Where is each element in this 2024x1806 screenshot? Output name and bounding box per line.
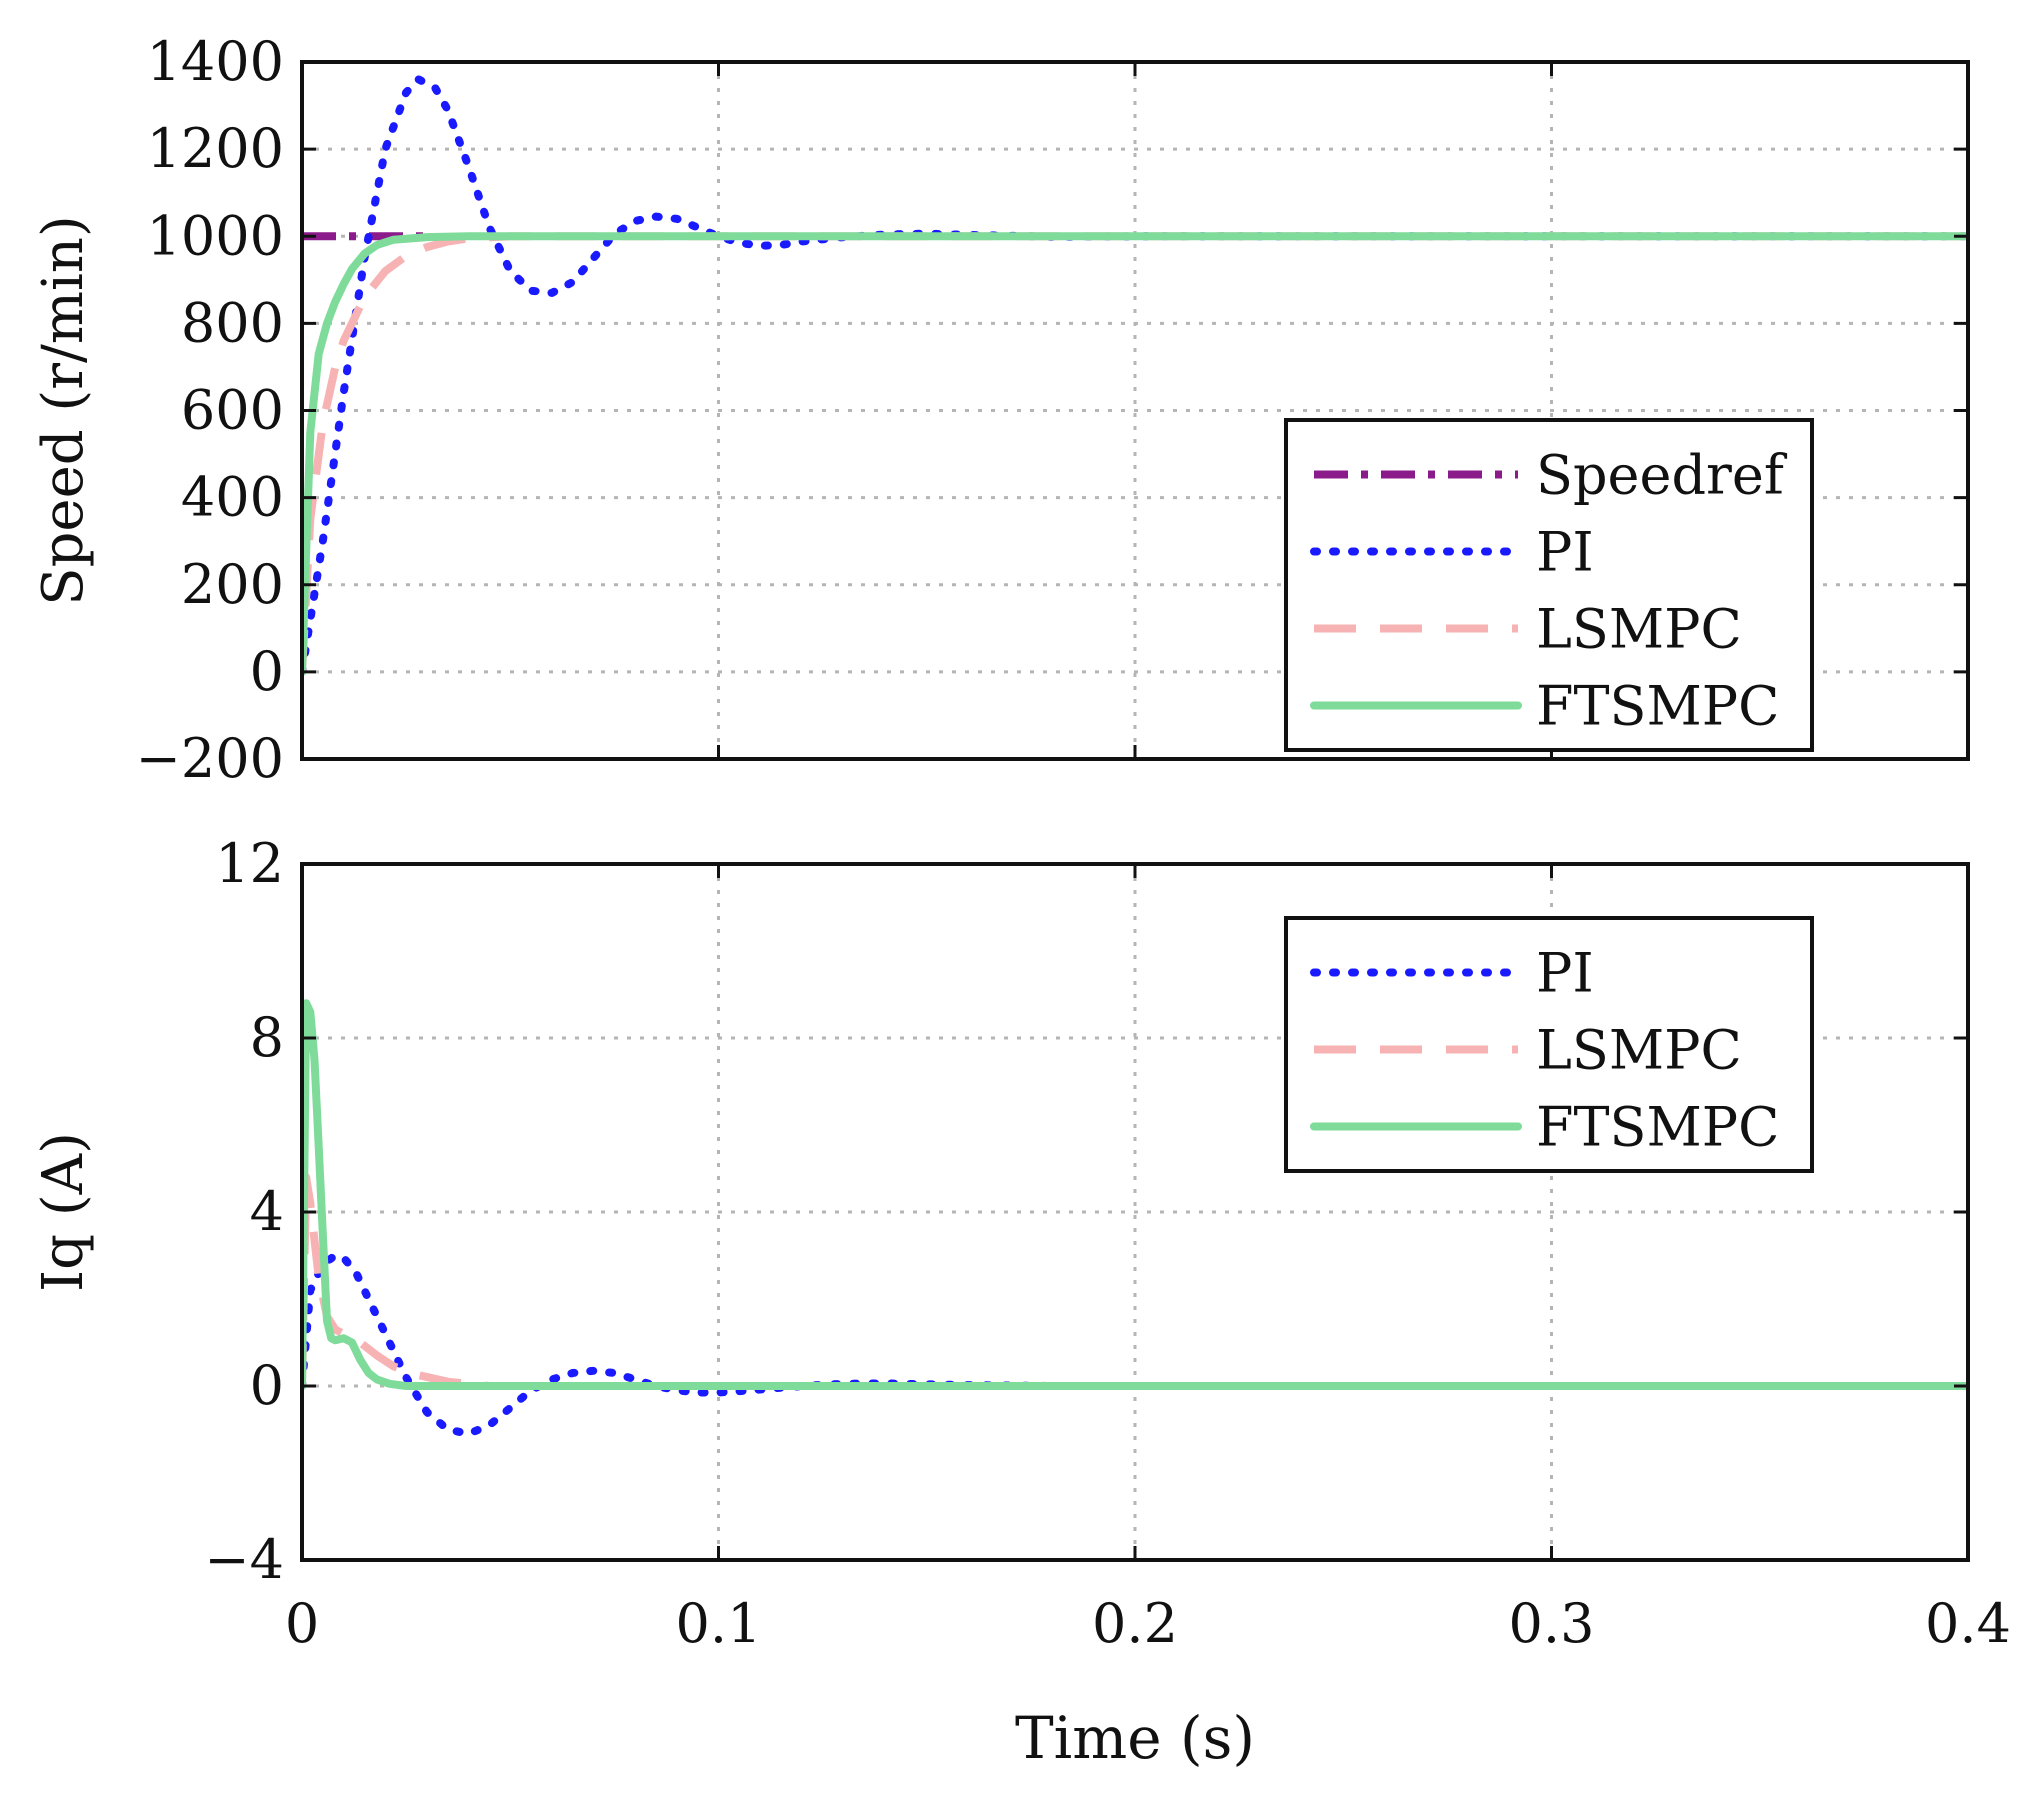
legend-label: Speedref [1536, 444, 1788, 507]
y-tick-label: −4 [204, 1528, 284, 1591]
legend: Speedref PI LSMPC FTSMPC [1284, 418, 1814, 752]
x-tick-label: 0.1 [676, 1592, 762, 1655]
y-tick-label: 200 [181, 553, 284, 616]
x-tick-label: 0.3 [1509, 1592, 1595, 1655]
series-group [302, 999, 1968, 1438]
y-tick-label: 4 [250, 1180, 284, 1243]
y-tick-label: 0 [250, 1354, 284, 1417]
y-axis-label: Iq (A) [31, 1132, 96, 1292]
series-pi [302, 75, 1968, 676]
y-tick-label: 1200 [147, 117, 284, 180]
y-tick-label: 1000 [147, 204, 284, 267]
y-tick-label: 8 [250, 1006, 284, 1069]
speed-panel: −200 0 200 400 600 800 1000 1200 1400 Speed (r/mi… [31, 30, 1970, 790]
series-lsmpc [302, 1173, 1968, 1390]
y-tick-label: 400 [181, 466, 284, 529]
x-tick-label: 0 [285, 1592, 319, 1655]
series-group [302, 75, 1968, 676]
legend-label: LSMPC [1536, 598, 1742, 661]
series-ftsmpc [302, 232, 1968, 676]
y-tick-label: 0 [250, 640, 284, 703]
y-tick-label: 1400 [147, 30, 284, 93]
legend: PI LSMPC FTSMPC [1284, 916, 1814, 1173]
legend-label: LSMPC [1536, 1019, 1742, 1082]
legend-label: PI [1536, 942, 1594, 1005]
series-ftsmpc [302, 999, 1968, 1390]
x-tick-label: 0.4 [1925, 1592, 2011, 1655]
legend-box [1284, 418, 1814, 752]
y-tick-label: −200 [136, 727, 284, 790]
series-pi [302, 1251, 1968, 1438]
x-tick-label: 0.2 [1092, 1592, 1178, 1655]
x-axis-label: Time (s) [1015, 1704, 1255, 1772]
legend-label: FTSMPC [1536, 1096, 1779, 1159]
y-tick-label: 12 [215, 832, 284, 895]
series-lsmpc [302, 232, 1968, 673]
legend-label: FTSMPC [1536, 675, 1779, 738]
y-tick-label: 600 [181, 379, 284, 442]
y-axis-label: Speed (r/min) [31, 215, 96, 606]
y-tick-label: 800 [181, 291, 284, 354]
legend-label: PI [1536, 521, 1594, 584]
